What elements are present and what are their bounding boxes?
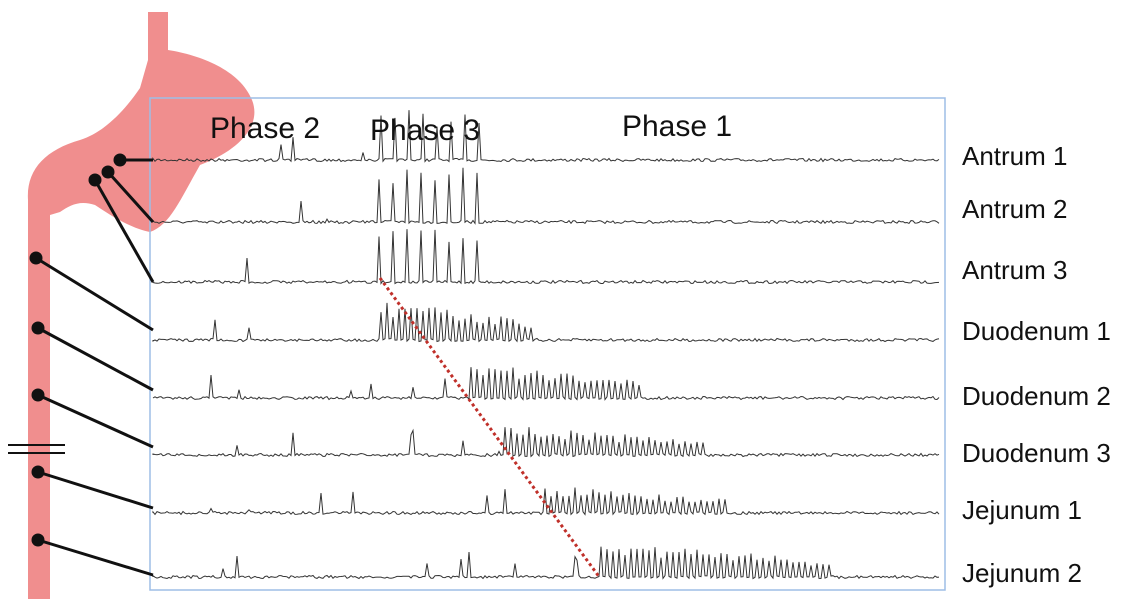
trace-label: Jejunum 2	[962, 558, 1082, 588]
trace-label: Jejunum 1	[962, 495, 1082, 525]
electrode-leads	[29, 153, 155, 577]
electrode	[31, 465, 45, 479]
trace-label: Antrum 2	[962, 194, 1068, 224]
pressure-trace	[152, 229, 940, 285]
trace-label: Antrum 3	[962, 255, 1068, 285]
pressure-trace	[152, 302, 940, 343]
pressure-trace	[152, 367, 940, 401]
lead-wire	[37, 326, 154, 392]
phase3-propagation	[378, 277, 602, 579]
pressure-trace	[152, 167, 940, 225]
lead-wire	[35, 256, 154, 332]
phase-label: Phase 3	[370, 114, 480, 147]
electrode	[29, 251, 43, 265]
lead-wire	[93, 179, 155, 283]
lead-wire	[37, 538, 154, 577]
phase-label: Phase 2	[210, 112, 320, 145]
electrode	[101, 165, 115, 179]
break-mark	[8, 444, 65, 454]
electrode	[88, 173, 102, 187]
frame	[149, 97, 946, 591]
traces	[152, 110, 940, 580]
trace-label: Duodenum 2	[962, 381, 1111, 411]
trace-label: Antrum 1	[962, 141, 1068, 171]
pressure-trace	[152, 546, 940, 580]
lead-wire	[37, 393, 154, 449]
lead-wire	[37, 470, 154, 510]
stomach-esophagus	[27, 12, 255, 599]
electrode	[31, 321, 45, 335]
electrode	[31, 533, 45, 547]
electrode	[113, 153, 127, 167]
trace-labels: Antrum 1 Antrum 2 Antrum 3 Duodenum 1 Duoden…	[962, 141, 1111, 588]
pressure-trace	[152, 427, 940, 458]
pressure-trace	[152, 487, 940, 516]
lead-wire	[106, 170, 155, 224]
trace-label: Duodenum 1	[962, 316, 1111, 346]
phase-label: Phase 1	[622, 110, 732, 143]
electrode	[31, 388, 45, 402]
trace-label: Duodenum 3	[962, 438, 1111, 468]
pressure-trace	[152, 110, 940, 163]
anatomy	[27, 12, 255, 599]
